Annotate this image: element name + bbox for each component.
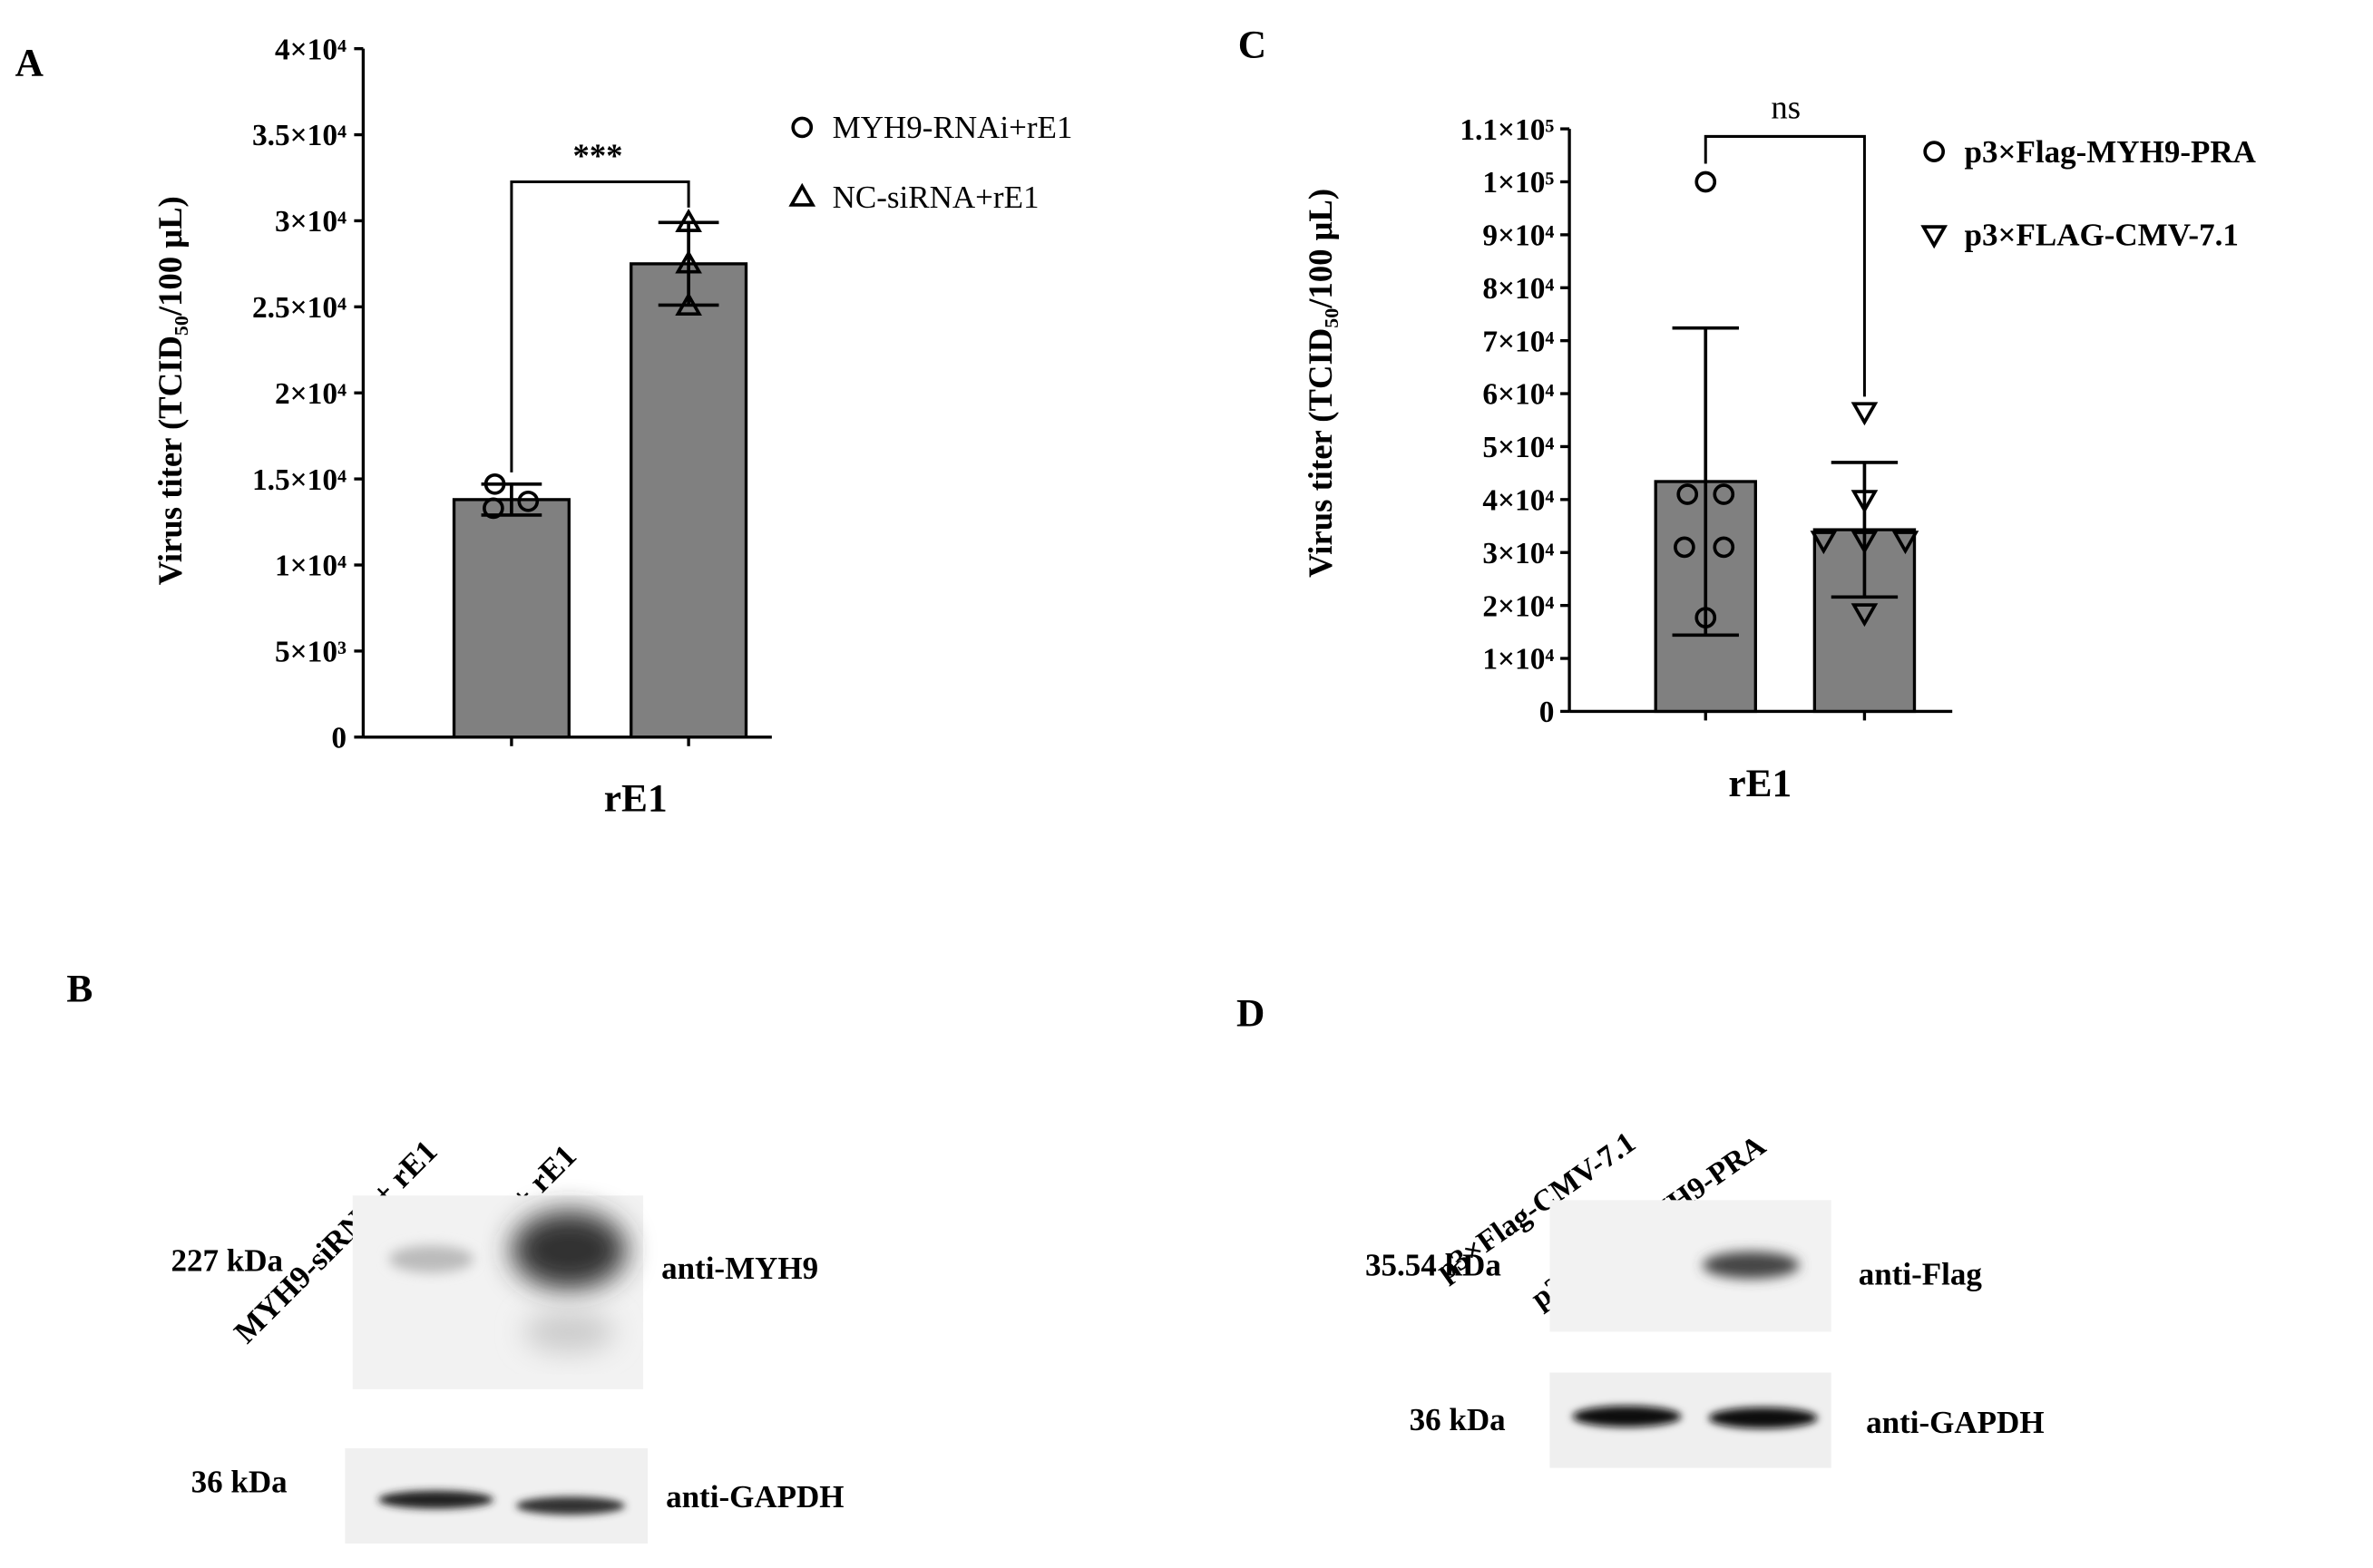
y-tick-label: 8×10⁴ — [1482, 272, 1554, 306]
data-point — [1694, 607, 1717, 628]
y-tick-label: 1×10⁵ — [1482, 166, 1554, 200]
y-tick-label: 2×10⁴ — [275, 377, 347, 411]
error-bar — [1831, 461, 1899, 599]
panel-label: C — [1238, 24, 1266, 67]
blot-band — [1702, 1251, 1800, 1280]
antibody-label: anti-Flag — [1859, 1257, 1983, 1292]
size-label: 36 kDa — [1410, 1402, 1506, 1437]
blot-b: MYH9-siRNA+ rE1 NC-siRNA + rE1 227 kDa a… — [171, 1134, 845, 1544]
blot-band — [388, 1245, 474, 1273]
antibody-label: anti-GAPDH — [1866, 1405, 2044, 1440]
y-tick-label: 7×10⁴ — [1482, 325, 1554, 358]
antibody-label: anti-MYH9 — [661, 1251, 818, 1286]
bar — [452, 498, 571, 739]
significance-bracket — [510, 180, 690, 472]
legend-label: p3×Flag-MYH9-PRA — [1965, 134, 2257, 170]
data-point — [517, 490, 540, 512]
y-tick-label: 9×10⁴ — [1482, 219, 1554, 253]
data-point — [675, 249, 702, 274]
data-point — [483, 497, 504, 520]
y-tick-label: 6×10⁴ — [1482, 378, 1554, 412]
data-point — [483, 472, 506, 495]
y-tick-label: 3×10⁴ — [1482, 537, 1554, 570]
error-bar — [1672, 326, 1739, 638]
antibody-label: anti-GAPDH — [666, 1479, 844, 1514]
bar — [630, 262, 748, 739]
y-axis-label: Virus titer (TCID₅₀/100 μL) — [1302, 189, 1339, 578]
y-tick-label: 1.5×10⁴ — [252, 463, 347, 497]
data-point — [1851, 531, 1879, 555]
data-point — [1851, 402, 1879, 426]
data-point — [1920, 225, 1948, 249]
panel-label: D — [1236, 991, 1265, 1035]
y-tick-label: 5×10⁴ — [1482, 431, 1554, 464]
data-point — [1851, 490, 1879, 514]
error-bar — [658, 220, 719, 307]
y-tick-label: 1×10⁴ — [275, 550, 347, 583]
y-tick-label: 4×10⁴ — [1482, 484, 1554, 518]
legend-label: MYH9-RNAi+rE1 — [833, 110, 1073, 145]
y-tick-label: 2×10⁴ — [1482, 589, 1554, 623]
size-label: 227 kDa — [171, 1243, 283, 1279]
size-label: 35.54 kDa — [1365, 1248, 1501, 1283]
panel-label: B — [66, 968, 93, 1011]
y-tick-label: 3×10⁴ — [275, 205, 347, 239]
data-point — [791, 116, 814, 139]
data-point — [1674, 536, 1695, 559]
data-point — [1694, 170, 1717, 193]
blot-band — [1572, 1406, 1682, 1427]
data-point — [1713, 483, 1735, 505]
data-point — [788, 182, 816, 207]
y-tick-label: 1×10⁴ — [1482, 643, 1554, 677]
y-tick-label: 2.5×10⁴ — [252, 291, 347, 325]
data-point — [675, 208, 702, 232]
error-bar — [481, 482, 542, 517]
significance-label: *** — [572, 137, 622, 174]
size-label: 36 kDa — [191, 1464, 288, 1499]
blot-band — [1708, 1407, 1818, 1429]
legend-label: NC-siRNA+rE1 — [833, 180, 1040, 215]
data-point — [675, 292, 702, 316]
y-tick-label: 4×10⁴ — [275, 33, 347, 66]
y-axis-label: Virus titer (TCID₅₀/100 μL) — [151, 196, 189, 585]
y-tick-label: 0 — [1539, 696, 1555, 729]
legend-label: p3×FLAG-CMV-7.1 — [1965, 218, 2239, 253]
data-point — [1851, 603, 1879, 628]
panel-label: A — [15, 42, 44, 85]
blot-band — [511, 1210, 627, 1290]
blot-band — [515, 1496, 626, 1515]
data-point — [1891, 531, 1919, 555]
y-tick-label: 1.1×10⁵ — [1460, 113, 1554, 147]
x-tick-label: rE1 — [604, 777, 668, 821]
significance-bracket — [1704, 134, 1866, 397]
data-point — [1713, 536, 1735, 559]
y-tick-label: 3.5×10⁴ — [252, 119, 347, 152]
blot-band — [523, 1310, 615, 1353]
blot-band — [378, 1490, 493, 1509]
x-tick-label: rE1 — [1728, 762, 1792, 805]
data-point — [1676, 483, 1699, 505]
significance-label: ns — [1771, 88, 1801, 125]
y-tick-label: 5×10³ — [275, 636, 347, 669]
data-point — [1810, 531, 1838, 555]
y-tick-label: 0 — [331, 721, 347, 755]
data-point — [1923, 141, 1946, 162]
